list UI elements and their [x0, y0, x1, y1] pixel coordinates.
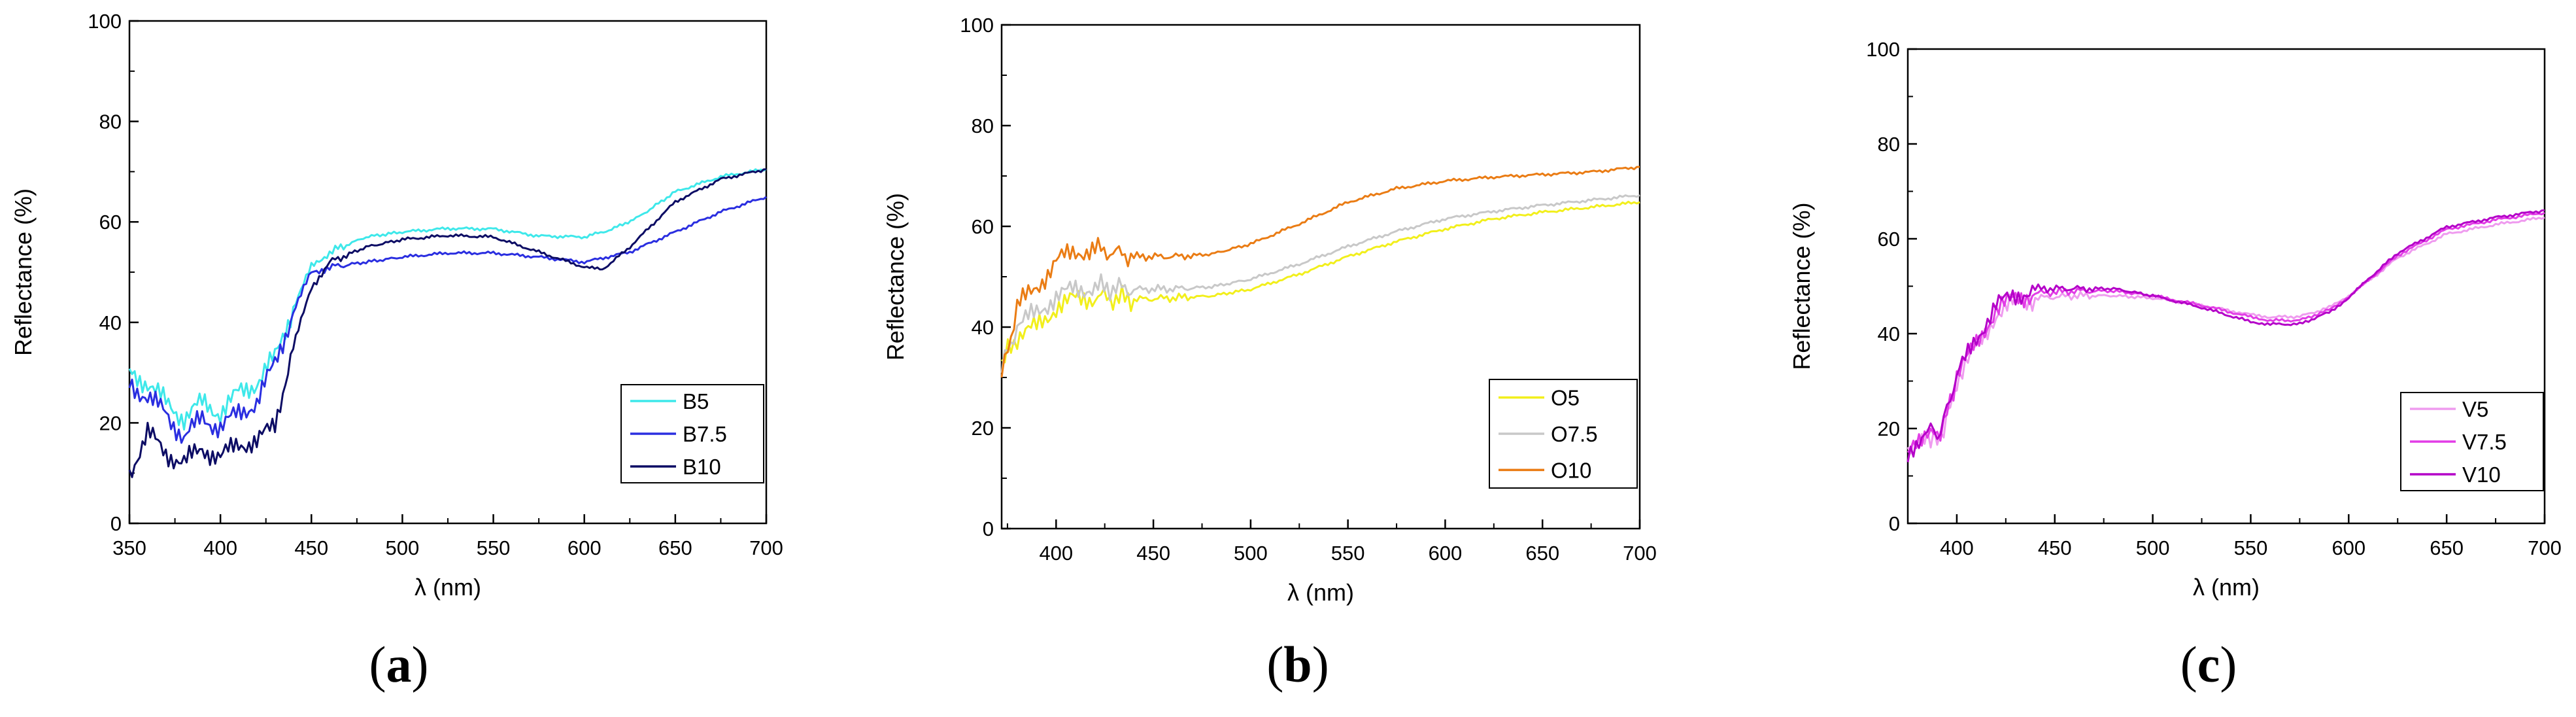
- series-line-B7.5: [128, 196, 767, 444]
- legend-label-O10: O10: [1551, 458, 1591, 482]
- y-tick-label: 0: [110, 512, 122, 535]
- y-tick-label: 100: [1866, 38, 1900, 61]
- legend-label-V10: V10: [2462, 463, 2501, 487]
- x-tick-label: 350: [112, 536, 146, 559]
- y-tick-label: 20: [1878, 417, 1900, 440]
- x-tick-label: 450: [1136, 542, 1170, 565]
- series-line-B5: [128, 168, 767, 431]
- panel-label: (a): [369, 636, 429, 693]
- x-tick-label: 400: [1039, 542, 1073, 565]
- x-tick-label: 500: [1234, 542, 1268, 565]
- y-tick-label: 40: [99, 311, 122, 334]
- chart-panel-b: 0 20 40 60 80 100 400 450 500 550 600 650 700 λ (nm) R…: [882, 14, 1657, 693]
- x-axis-label: λ (nm): [1287, 579, 1354, 606]
- x-tick-label: 450: [2038, 536, 2072, 559]
- x-tick-label: 700: [749, 536, 783, 559]
- legend-label-B5: B5: [683, 389, 709, 413]
- y-tick-label: 80: [1878, 133, 1900, 156]
- x-axis-label: λ (nm): [2193, 574, 2260, 601]
- y-tick-label: 60: [972, 215, 994, 238]
- chart-panel-c: 0 20 40 60 80 100 400 450 500 550 600 650 700 λ (nm) R…: [1788, 38, 2562, 693]
- x-tick-label: 700: [2528, 536, 2562, 559]
- y-tick-label: 100: [960, 14, 994, 37]
- x-tick-label: 600: [1429, 542, 1463, 565]
- legend-label-O5: O5: [1551, 386, 1580, 410]
- y-tick-label: 80: [99, 111, 122, 133]
- y-tick-label: 20: [99, 411, 122, 434]
- legend-label-O7.5: O7.5: [1551, 422, 1598, 446]
- chart-panel-a: 0 20 40 60 80 100 350 400 450 500 550 600 650 700 λ (n…: [10, 10, 783, 693]
- y-tick-label: 40: [972, 316, 994, 339]
- x-tick-label: 550: [2234, 536, 2268, 559]
- x-tick-label: 650: [1525, 542, 1559, 565]
- y-tick-label: 40: [1878, 323, 1900, 345]
- y-tick-label: 0: [983, 517, 994, 540]
- y-tick-label: 100: [88, 10, 122, 33]
- panel-label: (b): [1266, 636, 1329, 693]
- legend: V5 V7.5 V10: [2400, 392, 2544, 491]
- x-tick-label: 650: [658, 536, 692, 559]
- legend-label-V5: V5: [2462, 397, 2488, 421]
- y-tick-label: 60: [1878, 228, 1900, 251]
- x-tick-label: 400: [203, 536, 237, 559]
- x-axis-label: λ (nm): [415, 574, 481, 601]
- x-tick-label: 400: [1940, 536, 1974, 559]
- legend: B5 B7.5 B10: [620, 384, 764, 483]
- series-line-B10: [128, 168, 767, 478]
- legend-label-B7.5: B7.5: [683, 422, 727, 446]
- x-tick-label: 550: [477, 536, 511, 559]
- x-tick-label: 650: [2430, 536, 2464, 559]
- x-tick-label: 700: [1623, 542, 1657, 565]
- x-tick-label: 500: [386, 536, 420, 559]
- series-line-O10: [1000, 166, 1640, 378]
- y-axis-label: Reflectance (%): [1788, 202, 1815, 370]
- y-tick-label: 80: [972, 114, 994, 137]
- x-tick-label: 450: [294, 536, 328, 559]
- legend-label-V7.5: V7.5: [2462, 430, 2507, 454]
- series-line-V10: [1907, 209, 2545, 463]
- panel-label: (c): [2180, 636, 2237, 693]
- legend-label-B10: B10: [683, 455, 721, 479]
- y-tick-label: 0: [1889, 512, 1900, 535]
- y-tick-label: 20: [972, 417, 994, 440]
- y-tick-label: 60: [99, 211, 122, 234]
- y-axis-label: Reflectance (%): [882, 193, 909, 360]
- series-line-O5: [1001, 200, 1640, 364]
- x-tick-label: 600: [568, 536, 602, 559]
- x-tick-label: 500: [2136, 536, 2170, 559]
- y-axis-label: Reflectance (%): [10, 188, 37, 356]
- x-tick-label: 600: [2331, 536, 2365, 559]
- x-tick-label: 550: [1331, 542, 1365, 565]
- legend: O5 O7.5 O10: [1489, 379, 1638, 489]
- series-line-O7.5: [1000, 194, 1640, 374]
